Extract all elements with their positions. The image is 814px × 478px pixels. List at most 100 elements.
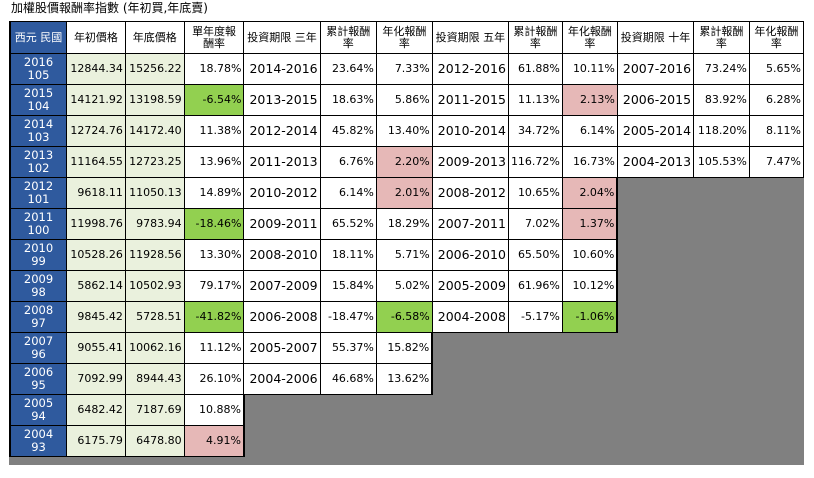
period-3y: 2012-2014 — [243, 115, 321, 147]
year-cell: 2011 100 — [9, 208, 68, 240]
year-roc: 93 — [31, 440, 46, 454]
cumulative-3y: 6.14% — [319, 177, 377, 209]
empty-area — [617, 239, 804, 271]
table-row: 2010 99 10528.26 11928.56 13.30% 2008-201… — [9, 239, 804, 271]
annualized-3y: 13.40% — [375, 115, 433, 147]
annual-return: 11.12% — [183, 332, 245, 364]
year-ad: 2013 — [23, 148, 54, 162]
year-roc: 97 — [31, 316, 46, 330]
header-row: 西元 民國 年初價格 年底價格 單年度報酬率 投資期限 三年 累計報酬率 年化報… — [9, 21, 805, 54]
annualized-5y: 16.73% — [561, 146, 618, 178]
cumulative-3y: 45.82% — [319, 115, 377, 147]
table-row: 2008 97 9845.42 5728.51 -41.82% 2006-2008… — [9, 301, 804, 333]
header-cumulative-3y: 累計報酬率 — [319, 21, 377, 54]
annualized-5y: 10.11% — [561, 53, 618, 85]
cumulative-3y: 55.37% — [319, 332, 377, 364]
year-cell: 2007 96 — [9, 332, 68, 364]
annual-return: 13.96% — [183, 146, 245, 178]
header-annualized-10y: 年化報酬率 — [748, 21, 805, 54]
header-close-price: 年底價格 — [124, 21, 185, 54]
cumulative-5y: 61.88% — [507, 53, 563, 85]
period-10y: 2006-2015 — [616, 84, 695, 116]
year-cell: 2014 103 — [9, 115, 68, 147]
annualized-10y: 7.47% — [748, 146, 805, 178]
header-period-5y: 投資期限 五年 — [431, 21, 509, 54]
annual-return: 79.17% — [183, 270, 245, 302]
annualized-3y: 2.01% — [375, 177, 433, 209]
return-table-wrapper: 西元 民國 年初價格 年底價格 單年度報酬率 投資期限 三年 累計報酬率 年化報… — [9, 21, 805, 465]
period-5y: 2004-2008 — [431, 301, 509, 333]
year-ad: 2016 — [23, 55, 54, 69]
open-price: 11164.55 — [66, 146, 126, 178]
annualized-3y: 7.33% — [375, 53, 433, 85]
year-ad: 2004 — [23, 427, 54, 441]
year-ad: 2015 — [23, 86, 54, 100]
open-price: 12724.76 — [66, 115, 126, 147]
empty-area — [617, 301, 804, 333]
cumulative-5y: 7.02% — [507, 208, 563, 240]
annualized-10y: 6.28% — [748, 84, 805, 116]
year-ad: 2010 — [23, 241, 54, 255]
open-price: 6482.42 — [66, 394, 126, 426]
year-roc: 100 — [27, 223, 50, 237]
cumulative-5y: 61.96% — [507, 270, 563, 302]
year-roc: 94 — [31, 409, 46, 423]
cumulative-5y: 65.50% — [507, 239, 563, 271]
cumulative-5y: 10.65% — [507, 177, 563, 209]
annualized-3y: 18.29% — [375, 208, 433, 240]
annualized-3y: 15.82% — [375, 332, 434, 364]
period-5y: 2008-2012 — [431, 177, 509, 209]
table-row: 2004 93 6175.79 6478.80 4.91% — [9, 425, 804, 457]
cumulative-3y: 23.64% — [319, 53, 377, 85]
annualized-3y: 13.62% — [375, 363, 434, 395]
header-annual-return: 單年度報酬率 — [183, 21, 245, 54]
year-roc: 102 — [27, 161, 50, 175]
close-price: 10502.93 — [124, 270, 185, 302]
year-cell: 2013 102 — [9, 146, 68, 178]
header-cumulative-10y: 累計報酬率 — [693, 21, 750, 54]
year-cell: 2009 98 — [9, 270, 68, 302]
annualized-5y: 2.13% — [561, 84, 618, 116]
cumulative-10y: 83.92% — [693, 84, 750, 116]
cumulative-10y: 105.53% — [693, 146, 750, 178]
period-10y: 2005-2014 — [616, 115, 695, 147]
cumulative-3y: 15.84% — [319, 270, 377, 302]
empty-area — [432, 332, 804, 364]
year-cell: 2010 99 — [9, 239, 68, 271]
cumulative-5y: 34.72% — [507, 115, 563, 147]
year-roc: 103 — [27, 130, 50, 144]
annualized-3y: 5.86% — [375, 84, 433, 116]
header-open-price: 年初價格 — [66, 21, 126, 54]
open-price: 6175.79 — [66, 425, 126, 457]
close-price: 14172.40 — [124, 115, 185, 147]
table-row: 2016 105 12844.34 15256.22 18.78% 2014-20… — [9, 53, 805, 85]
close-price: 12723.25 — [124, 146, 185, 178]
period-5y: 2012-2016 — [431, 53, 509, 85]
header-period-10y: 投資期限 十年 — [616, 21, 695, 54]
open-price: 9055.41 — [66, 332, 126, 364]
annualized-5y: -1.06% — [561, 301, 619, 333]
year-cell: 2016 105 — [9, 53, 68, 85]
table-row: 2005 94 6482.42 7187.69 10.88% — [9, 394, 804, 426]
table-row: 2006 95 7092.99 8944.43 26.10% 2004-2006 … — [9, 363, 804, 395]
year-cell: 2004 93 — [9, 425, 68, 457]
year-ad: 2011 — [23, 210, 54, 224]
header-annualized-3y: 年化報酬率 — [375, 21, 433, 54]
period-3y: 2004-2006 — [243, 363, 321, 395]
annual-return: 26.10% — [183, 363, 245, 395]
annualized-5y: 6.14% — [561, 115, 618, 147]
period-5y: 2010-2014 — [431, 115, 509, 147]
year-roc: 96 — [31, 347, 46, 361]
year-roc: 95 — [31, 378, 46, 392]
period-5y: 2006-2010 — [431, 239, 509, 271]
year-ad: 2009 — [23, 272, 54, 286]
empty-area — [617, 270, 804, 302]
close-price: 11050.13 — [124, 177, 185, 209]
period-3y: 2006-2008 — [243, 301, 321, 333]
annualized-3y: -6.58% — [375, 301, 433, 333]
year-ad: 2006 — [23, 365, 54, 379]
year-cell: 2008 97 — [9, 301, 68, 333]
annual-return: 4.91% — [183, 425, 245, 457]
close-price: 15256.22 — [124, 53, 185, 85]
close-price: 8944.43 — [124, 363, 185, 395]
